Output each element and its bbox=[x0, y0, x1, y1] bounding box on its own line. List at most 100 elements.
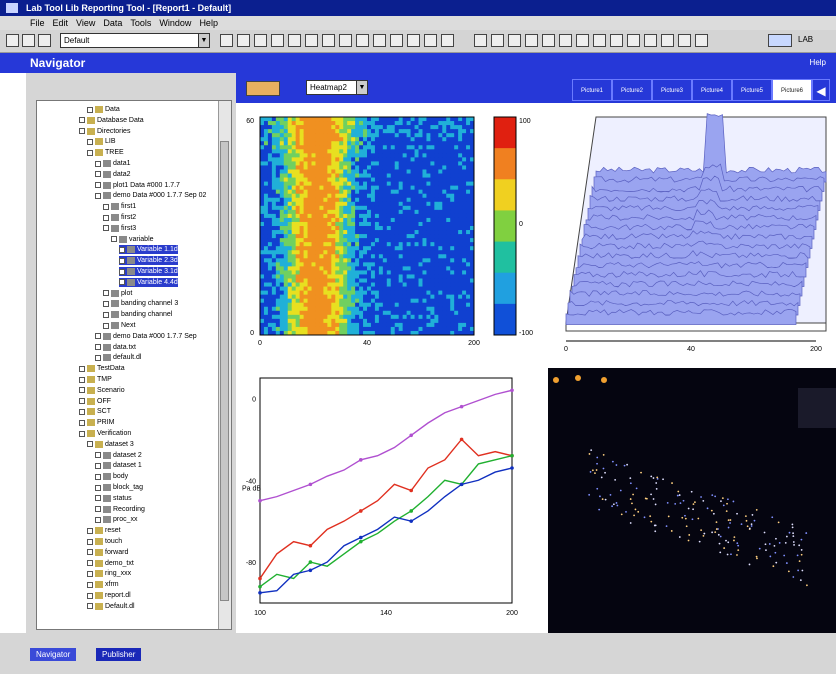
tree-item[interactable]: dataset 2 bbox=[95, 451, 142, 460]
expand-icon[interactable] bbox=[87, 570, 93, 577]
tree-item[interactable]: demo Data #000 1.7.7 Sep 02 bbox=[95, 191, 206, 200]
expand-icon[interactable] bbox=[103, 322, 109, 329]
tree-item[interactable]: data2 bbox=[95, 170, 131, 179]
tab-picture3[interactable]: Picture3 bbox=[652, 79, 692, 101]
tree-item[interactable]: dataset 3 bbox=[87, 440, 134, 449]
toolbar-combo[interactable]: Default ▼ bbox=[60, 33, 210, 48]
expand-icon[interactable] bbox=[95, 182, 101, 189]
expand-icon[interactable] bbox=[79, 117, 85, 124]
expand-icon[interactable] bbox=[87, 560, 93, 567]
tree-item[interactable]: first2 bbox=[103, 213, 136, 222]
scroll-thumb[interactable] bbox=[220, 141, 229, 601]
expand-icon[interactable] bbox=[95, 484, 101, 491]
toolbar-tool-icon[interactable] bbox=[407, 34, 420, 47]
toolbar-tool-icon[interactable] bbox=[424, 34, 437, 47]
tree-item[interactable]: forward bbox=[87, 548, 128, 557]
orange-tool-icon[interactable] bbox=[575, 375, 581, 381]
toolbar-tool-icon[interactable] bbox=[627, 34, 640, 47]
expand-icon[interactable] bbox=[103, 214, 109, 221]
expand-icon[interactable] bbox=[103, 311, 109, 318]
expand-icon[interactable] bbox=[87, 149, 93, 156]
expand-icon[interactable] bbox=[87, 138, 93, 145]
menu-data[interactable]: Data bbox=[103, 18, 123, 28]
expand-icon[interactable] bbox=[95, 171, 101, 178]
open-icon[interactable] bbox=[22, 34, 35, 47]
palette-icon[interactable] bbox=[246, 81, 280, 96]
toolbar-tool-icon[interactable] bbox=[322, 34, 335, 47]
tree-item[interactable]: PRIM bbox=[79, 418, 115, 427]
back-arrow-icon[interactable]: ◀ bbox=[812, 79, 830, 101]
expand-icon[interactable] bbox=[87, 538, 93, 545]
lab-icon[interactable] bbox=[768, 34, 792, 47]
toolbar-tool-icon[interactable] bbox=[220, 34, 233, 47]
expand-icon[interactable] bbox=[87, 549, 93, 556]
tree-item[interactable]: first1 bbox=[103, 202, 136, 211]
tree-item[interactable]: default.dl bbox=[95, 353, 141, 362]
menu-file[interactable]: File bbox=[30, 18, 45, 28]
expand-icon[interactable] bbox=[79, 430, 85, 437]
tree-item[interactable]: variable bbox=[111, 235, 154, 244]
expand-icon[interactable] bbox=[103, 225, 109, 232]
tree-item[interactable]: TREE bbox=[87, 148, 124, 157]
expand-icon[interactable] bbox=[95, 506, 101, 513]
tree-item[interactable]: Variable 4.4d bbox=[119, 277, 178, 287]
toolbar-tool-icon[interactable] bbox=[525, 34, 538, 47]
expand-icon[interactable] bbox=[95, 452, 101, 459]
orange-tool-icon[interactable] bbox=[601, 377, 607, 383]
expand-icon[interactable] bbox=[103, 300, 109, 307]
toolbar-tool-icon[interactable] bbox=[644, 34, 657, 47]
toolbar-tool-icon[interactable] bbox=[254, 34, 267, 47]
toolbar-tool-icon[interactable] bbox=[305, 34, 318, 47]
toolbar-tool-icon[interactable] bbox=[593, 34, 606, 47]
tab-navigator[interactable]: Navigator bbox=[30, 648, 77, 661]
expand-icon[interactable] bbox=[95, 344, 101, 351]
expand-icon[interactable] bbox=[103, 203, 109, 210]
expand-icon[interactable] bbox=[95, 333, 101, 340]
toolbar-tool-icon[interactable] bbox=[474, 34, 487, 47]
expand-icon[interactable] bbox=[87, 603, 93, 610]
tree-item[interactable]: TestData bbox=[79, 364, 125, 373]
tree-item[interactable]: OFF bbox=[79, 397, 111, 406]
expand-icon[interactable] bbox=[79, 376, 85, 383]
tree-item[interactable]: Directories bbox=[79, 127, 130, 136]
expand-icon[interactable] bbox=[119, 257, 125, 264]
expand-icon[interactable] bbox=[79, 419, 85, 426]
scatter-chart[interactable] bbox=[548, 368, 836, 638]
toolbar-tool-icon[interactable] bbox=[542, 34, 555, 47]
menu-view[interactable]: View bbox=[76, 18, 96, 28]
tree-item[interactable]: LIB bbox=[87, 137, 116, 146]
expand-icon[interactable] bbox=[119, 268, 125, 275]
tree-item[interactable]: banding channel 3 bbox=[103, 299, 178, 308]
toolbar-tool-icon[interactable] bbox=[390, 34, 403, 47]
tree-item[interactable]: proc_xx bbox=[95, 515, 138, 524]
tree-item[interactable]: Recording bbox=[95, 505, 145, 514]
toolbar-tool-icon[interactable] bbox=[441, 34, 454, 47]
menu-tools[interactable]: Tools bbox=[130, 18, 152, 28]
expand-icon[interactable] bbox=[111, 236, 117, 243]
tree-item[interactable]: Variable 1.1d bbox=[119, 245, 178, 255]
tree-item[interactable]: xfrm bbox=[87, 580, 119, 589]
save-icon[interactable] bbox=[38, 34, 51, 47]
expand-icon[interactable] bbox=[119, 246, 125, 253]
expand-icon[interactable] bbox=[103, 290, 109, 297]
tab-picture6[interactable]: Picture6 bbox=[772, 79, 812, 101]
tree-item[interactable]: touch bbox=[87, 537, 122, 546]
view-combo[interactable]: Heatmap2 ▼ bbox=[306, 80, 368, 95]
expand-icon[interactable] bbox=[95, 354, 101, 361]
toolbar-tool-icon[interactable] bbox=[356, 34, 369, 47]
tab-picture5[interactable]: Picture5 bbox=[732, 79, 772, 101]
app-icon[interactable] bbox=[6, 3, 18, 13]
tree-item[interactable]: plot1 Data #000 1.7.7 bbox=[95, 181, 180, 190]
tree-item[interactable]: demo_txt bbox=[87, 559, 134, 568]
tab-picture2[interactable]: Picture2 bbox=[612, 79, 652, 101]
tree-item[interactable]: Variable 3.1d bbox=[119, 267, 178, 276]
toolbar-tool-icon[interactable] bbox=[237, 34, 250, 47]
toolbar-tool-icon[interactable] bbox=[559, 34, 572, 47]
tree-item[interactable]: block_tag bbox=[95, 483, 143, 492]
chevron-down-icon[interactable]: ▼ bbox=[198, 34, 209, 47]
toolbar-tool-icon[interactable] bbox=[339, 34, 352, 47]
expand-icon[interactable] bbox=[87, 106, 93, 113]
expand-icon[interactable] bbox=[87, 581, 93, 588]
expand-icon[interactable] bbox=[79, 128, 85, 135]
